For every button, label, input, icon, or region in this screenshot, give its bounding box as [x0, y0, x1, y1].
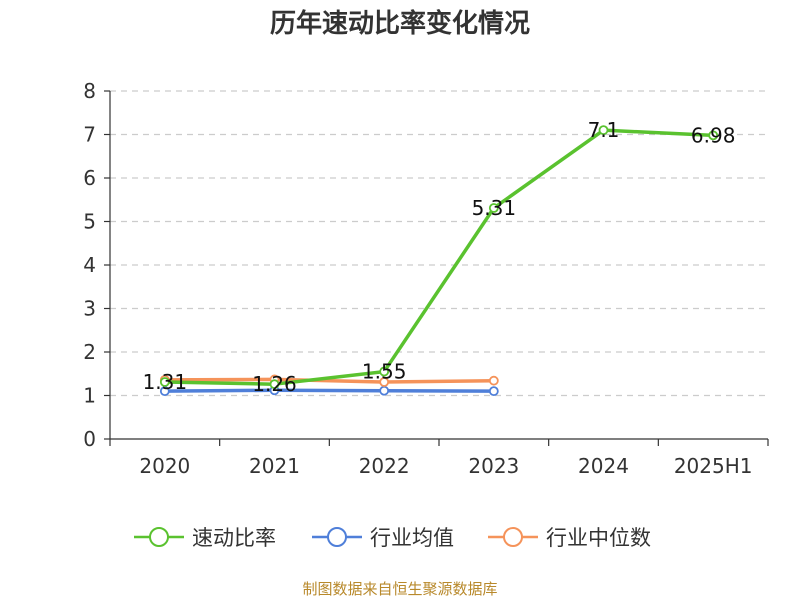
data-point [379, 385, 390, 396]
y-tick-label: 0 [83, 427, 96, 451]
x-tick-label: 2024 [578, 454, 629, 478]
data-labels: 1.31 1.26 1.55 5.31 7.1 6.98 [143, 118, 736, 396]
legend-label: 行业均值 [370, 526, 454, 550]
legend: 速动比率 行业均值 行业中位数 [134, 526, 651, 550]
y-tick-label: 1 [83, 384, 96, 408]
legend-marker [149, 527, 169, 547]
series-line-0 [163, 128, 715, 386]
data-point [159, 386, 170, 397]
data-point [488, 375, 499, 386]
chart-title: 历年速动比率变化情况 [270, 8, 530, 39]
y-tick-label: 7 [83, 123, 96, 147]
series-points [159, 125, 719, 397]
data-label: 7.1 [588, 118, 620, 142]
data-point [379, 366, 390, 377]
legend-label: 速动比率 [192, 526, 276, 550]
legend-item: 行业均值 [312, 526, 454, 550]
legend-marker [327, 527, 347, 547]
y-tick-label: 4 [83, 253, 96, 277]
series-line-2 [163, 377, 496, 384]
x-tick-label: 2022 [359, 454, 410, 478]
series-line-1 [163, 388, 496, 393]
y-tick-label: 2 [83, 340, 96, 364]
y-tick-label: 6 [83, 166, 96, 190]
data-label: 6.98 [691, 123, 736, 147]
data-label: 1.26 [252, 372, 297, 396]
legend-item: 速动比率 [134, 526, 276, 550]
data-label: 5.31 [472, 196, 517, 220]
y-tick-label: 3 [83, 297, 96, 321]
data-point [269, 379, 280, 390]
x-tick-label: 2025H1 [674, 454, 753, 478]
data-point [488, 386, 499, 397]
legend-item: 行业中位数 [488, 526, 651, 550]
legend-marker [503, 527, 523, 547]
y-tick-label: 5 [83, 210, 96, 234]
data-point [159, 377, 170, 387]
source-note: 制图数据来自恒生聚源数据库 [302, 580, 497, 598]
x-tick-label: 2023 [468, 454, 519, 478]
x-tick-label: 2021 [249, 454, 300, 478]
y-tick-label: 8 [83, 79, 96, 103]
data-point [598, 125, 609, 136]
data-point [708, 130, 719, 141]
data-label: 1.55 [362, 360, 407, 384]
data-label: 1.31 [143, 370, 188, 394]
legend-label: 行业中位数 [546, 526, 651, 550]
grid-lines [110, 90, 768, 397]
x-tick-label: 2020 [139, 454, 190, 478]
axes: 0 1 2 3 4 5 6 7 8 2020 2021 2022 2023 2024 2025H1 [83, 79, 769, 478]
data-point [488, 203, 499, 213]
data-point [379, 377, 390, 387]
series-lines [163, 128, 715, 393]
